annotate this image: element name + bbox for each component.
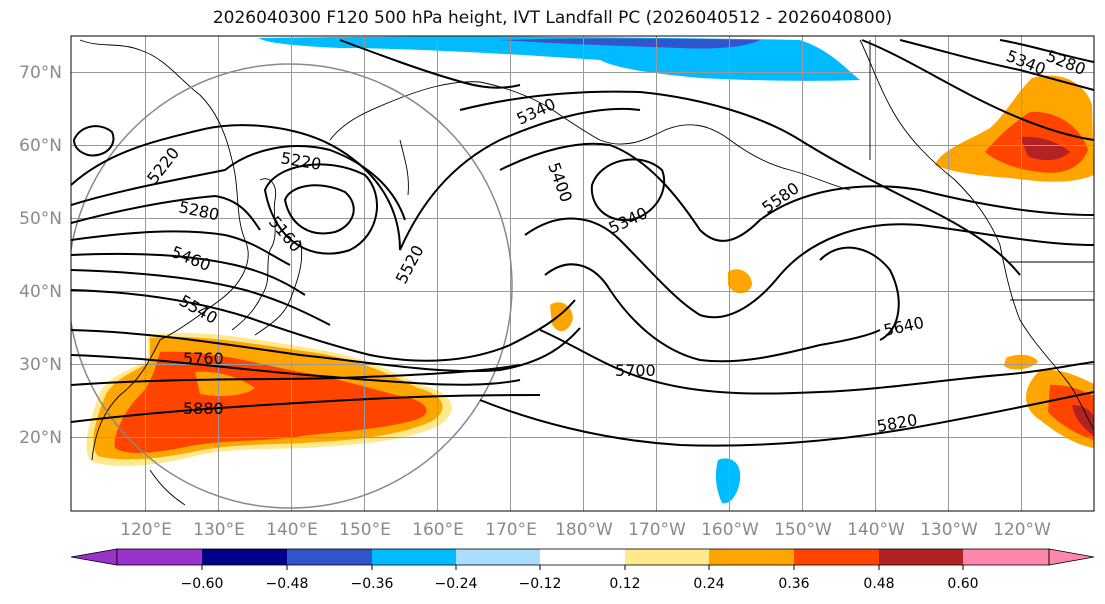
colorbar-tick-label: −0.60	[181, 576, 224, 592]
lon-label: 130°E	[193, 520, 245, 540]
lat-label: 70°N	[19, 63, 62, 83]
height-contours	[71, 39, 1094, 447]
colorbar-segment	[202, 549, 287, 565]
colorbar: −0.60 −0.48 −0.36 −0.24 −0.12 0.12 0.24 …	[70, 548, 1095, 592]
contour-label: 5760	[183, 349, 224, 368]
contour-label: 5700	[615, 361, 656, 380]
colorbar-tick-label: −0.48	[266, 576, 309, 592]
lat-label: 40°N	[19, 282, 62, 302]
colorbar-segment	[963, 549, 1049, 565]
map-panel: 5220 5220 5280 5160 5340 5400 5340 5460 …	[71, 36, 1094, 511]
longitude-labels: 120°E 130°E 140°E 150°E 160°E 170°E 180°…	[120, 520, 1051, 540]
ivt-negative-shading	[258, 36, 860, 504]
colorbar-tick-label: 0.12	[609, 576, 640, 592]
colorbar-ticks	[201, 565, 964, 570]
coastlines	[79, 39, 1094, 506]
colorbar-segment	[372, 549, 456, 565]
landfall-range-circle	[71, 63, 513, 509]
lon-label: 140°E	[266, 520, 318, 540]
colorbar-max-extend	[1048, 548, 1095, 566]
lat-label: 30°N	[19, 355, 62, 375]
colorbar-tick-label: 0.48	[863, 576, 894, 592]
lon-label: 140°W	[847, 520, 905, 540]
lon-label: 170°W	[628, 520, 686, 540]
lon-label: 160°E	[412, 520, 464, 540]
colorbar-segment	[287, 549, 372, 565]
colorbar-segment	[625, 549, 709, 565]
colorbar-tick-label: 0.60	[947, 576, 978, 592]
lon-label: 120°W	[993, 520, 1051, 540]
lon-label: 180°W	[555, 520, 613, 540]
lon-label: 150°W	[774, 520, 832, 540]
colorbar-tick-label: −0.24	[435, 576, 478, 592]
colorbar-tick-label: 0.24	[693, 576, 724, 592]
contour-label: 5880	[183, 399, 224, 418]
ivt-positive-shading	[86, 75, 1094, 466]
colorbar-segment	[709, 549, 794, 565]
latitude-labels: 70°N 60°N 50°N 40°N 30°N 20°N	[19, 63, 62, 448]
lat-label: 60°N	[19, 136, 62, 156]
colorbar-segment	[456, 549, 540, 565]
colorbar-segment	[540, 549, 625, 565]
colorbar-segment	[879, 549, 963, 565]
colorbar-tick-label: −0.36	[351, 576, 394, 592]
lon-label: 130°W	[920, 520, 978, 540]
lon-label: 150°E	[339, 520, 391, 540]
colorbar-tick-label: 0.36	[778, 576, 809, 592]
colorbar-min-extend	[70, 548, 118, 566]
lon-label: 170°E	[485, 520, 537, 540]
figure-title: 2026040300 F120 500 hPa height, IVT Land…	[212, 8, 893, 28]
lat-label: 50°N	[19, 209, 62, 229]
lat-label: 20°N	[19, 428, 62, 448]
colorbar-tick-labels: −0.60 −0.48 −0.36 −0.24 −0.12 0.12 0.24 …	[181, 576, 979, 592]
colorbar-tick-label: −0.12	[519, 576, 562, 592]
lon-label: 160°W	[701, 520, 759, 540]
lon-label: 120°E	[120, 520, 172, 540]
map-frame	[70, 35, 1095, 512]
colorbar-segment	[117, 549, 202, 565]
colorbar-segment	[794, 549, 879, 565]
